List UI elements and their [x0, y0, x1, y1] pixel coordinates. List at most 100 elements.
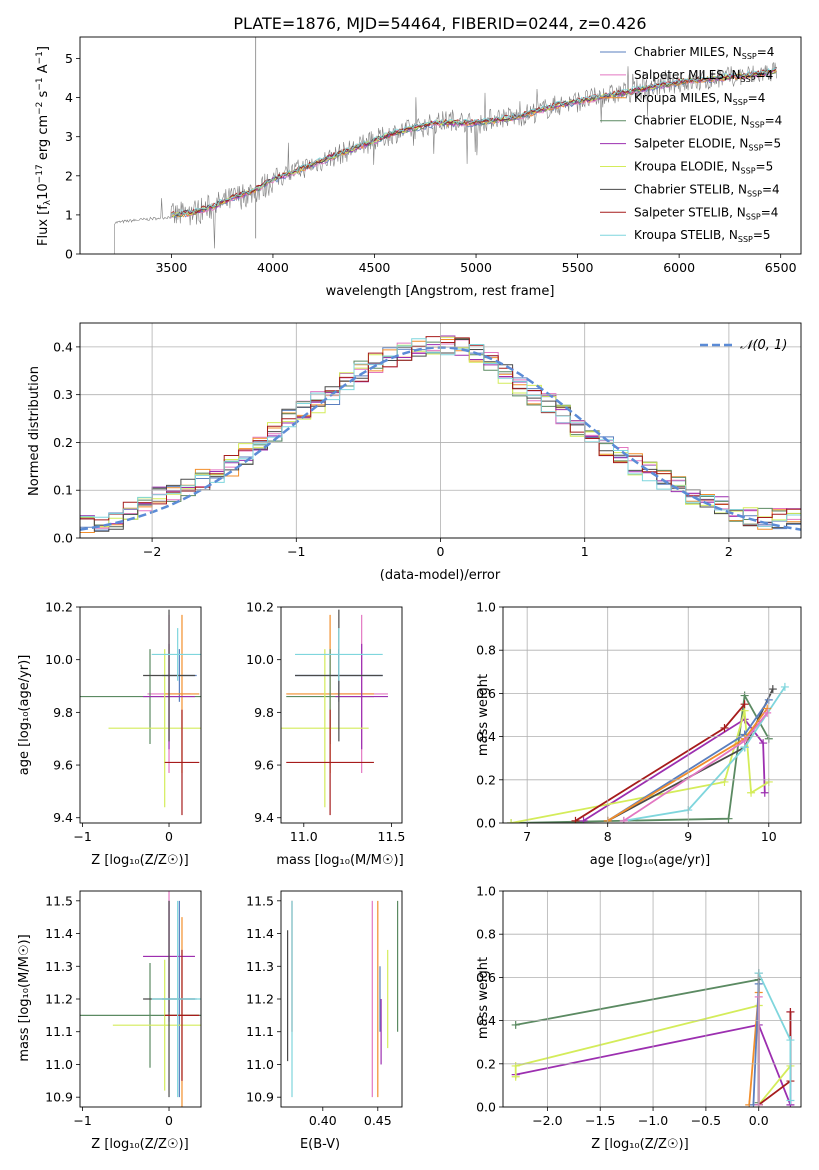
y-tick-label: 0.0 — [476, 816, 496, 831]
x-tick-label: 8 — [604, 829, 612, 844]
x-tick-label: 0 — [437, 544, 445, 559]
residual-xlabel: (data-model)/error — [380, 568, 501, 583]
z-weight-panel: Z [log₁₀(Z/Z☉)] mass weight −2.0 −1.5 −1.0… — [476, 884, 802, 1152]
legend-entry: Chabrier ELODIE, NSSP=4 — [634, 114, 782, 130]
y-tick-label: 11.4 — [246, 926, 274, 941]
x-tick-label: 11.5 — [378, 829, 406, 844]
weight-line — [515, 978, 760, 1103]
axes-frame — [79, 322, 802, 539]
y-tick-label: 11.2 — [45, 992, 73, 1007]
model-line — [171, 67, 777, 216]
y-tick-label: 0.2 — [476, 772, 496, 787]
weight-marker — [720, 723, 729, 732]
legend-entry: Chabrier STELIB, NSSP=4 — [634, 182, 780, 198]
legend-entry: Salpeter MILES, NSSP=4 — [634, 68, 773, 84]
y-tick-label: 0.1 — [53, 483, 73, 498]
y-tick-label: 9.4 — [53, 810, 73, 825]
x-tick-label: 11.0 — [290, 829, 318, 844]
x-tick-label: 2 — [725, 544, 733, 559]
y-tick-label: 0.8 — [476, 927, 496, 942]
y-tick-label: 10.2 — [45, 600, 73, 615]
axes-frame — [502, 606, 802, 824]
y-tick-label: 2 — [65, 168, 73, 183]
y-tick-label: 11.5 — [45, 893, 73, 908]
residual-panel: (data-model)/error Normed distribution −… — [27, 322, 802, 583]
ebv-mass-xlabel: E(B-V) — [300, 1137, 340, 1152]
weight-marker — [511, 1020, 520, 1029]
y-tick-label: 3 — [65, 129, 73, 144]
y-tick-label: 9.8 — [53, 705, 73, 720]
y-tick-label: 11.1 — [45, 1024, 73, 1039]
weight-marker — [511, 1072, 520, 1081]
x-tick-label: 4000 — [257, 260, 289, 275]
weight-marker — [619, 816, 628, 823]
x-tick-label: −1 — [287, 544, 305, 559]
axes-frame — [79, 36, 802, 255]
x-tick-label: 0.45 — [364, 1113, 392, 1128]
x-tick-label: 5500 — [562, 260, 594, 275]
x-tick-label: 7 — [523, 829, 531, 844]
weight-marker — [724, 814, 733, 823]
y-tick-label: 0.3 — [53, 387, 73, 402]
y-tick-label: 9.6 — [53, 758, 73, 773]
y-tick-label: 11.2 — [246, 992, 274, 1007]
y-tick-label: 0.0 — [53, 531, 73, 546]
y-tick-label: 0 — [65, 247, 73, 262]
x-tick-label: −2.0 — [532, 1113, 562, 1128]
weight-line — [623, 686, 786, 822]
weight-marker — [507, 819, 516, 823]
y-tick-label: 0.6 — [476, 686, 496, 701]
plot-area — [281, 609, 388, 816]
y-tick-label: 9.4 — [254, 810, 274, 825]
weight-marker — [780, 682, 789, 691]
y-tick-label: 0.8 — [476, 643, 496, 658]
x-tick-label: −0.5 — [691, 1113, 721, 1128]
weight-marker — [763, 708, 772, 717]
x-tick-label: 10 — [761, 829, 777, 844]
y-tick-label: 10.0 — [246, 652, 274, 667]
y-tick-label: 0.4 — [476, 1013, 496, 1028]
y-tick-label: 1 — [65, 207, 73, 222]
y-tick-label: 11.0 — [45, 1057, 73, 1072]
y-tick-label: 11.5 — [246, 893, 274, 908]
y-tick-label: 0.2 — [476, 1056, 496, 1071]
plot-area — [80, 891, 201, 1107]
x-tick-label: 5000 — [460, 260, 492, 275]
y-tick-label: 11.4 — [45, 926, 73, 941]
y-tick-label: 9.6 — [254, 758, 274, 773]
data-spectrum-line — [114, 62, 777, 254]
legend-entry: Chabrier MILES, NSSP=4 — [634, 45, 774, 61]
x-tick-label: −1 — [73, 829, 91, 844]
spectrum-panel: wavelength [Angstrom, rest frame] Flux [… — [35, 36, 802, 299]
weight-marker — [759, 739, 768, 748]
x-tick-label: 0.0 — [749, 1113, 769, 1128]
weight-marker — [740, 700, 749, 709]
y-tick-label: 10.9 — [45, 1090, 73, 1105]
weight-line — [583, 718, 766, 822]
y-tick-label: 11.3 — [246, 959, 274, 974]
y-tick-label: 11.1 — [246, 1024, 274, 1039]
x-tick-label: 6500 — [765, 260, 797, 275]
weight-marker — [786, 1036, 795, 1045]
y-tick-label: 1.0 — [476, 884, 496, 899]
spectrum-xlabel: wavelength [Angstrom, rest frame] — [326, 284, 555, 299]
legend-entry: 𝒩(0, 1) — [740, 338, 787, 353]
weight-marker — [786, 1007, 795, 1016]
plot-area — [80, 609, 201, 816]
x-tick-label: −1.0 — [638, 1113, 668, 1128]
residual-ylabel: Normed distribution — [27, 366, 42, 496]
weight-line — [607, 707, 768, 822]
y-tick-label: 9.8 — [254, 705, 274, 720]
ebv-mass-panel: E(B-V) 0.40 0.45 10.9 11.0 11.1 11.2 11.3 11.4 1… — [246, 890, 403, 1152]
y-tick-label: 10.2 — [246, 600, 274, 615]
plot-area — [287, 900, 399, 1098]
weight-marker — [579, 816, 588, 823]
weight-marker — [511, 1061, 520, 1070]
z-age-panel: Z [log₁₀(Z/Z☉)] age [log₁₀(age/yr)] −1 0 9… — [17, 600, 202, 868]
weight-marker — [786, 1096, 795, 1105]
x-tick-label: 1 — [581, 544, 589, 559]
z-age-ylabel: age [log₁₀(age/yr)] — [17, 655, 32, 776]
x-tick-label: 9 — [684, 829, 692, 844]
weight-line — [575, 703, 746, 822]
